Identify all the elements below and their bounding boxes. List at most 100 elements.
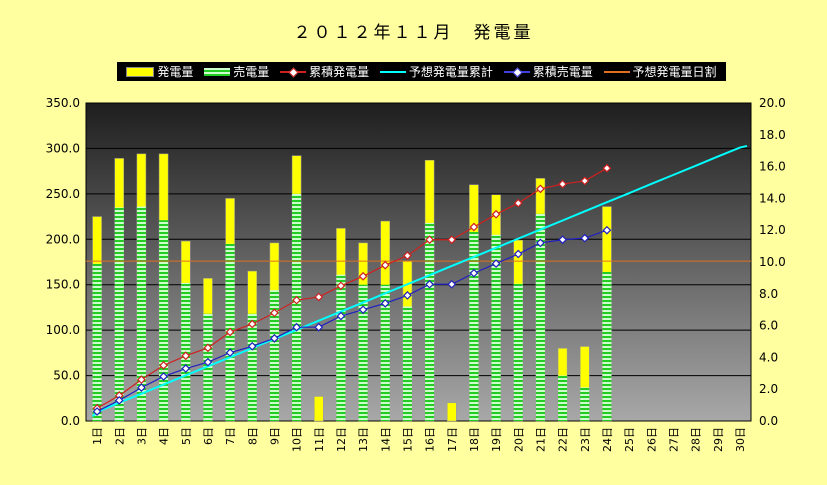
x-tick-label: 24日	[601, 427, 614, 452]
sold-bar	[513, 283, 523, 421]
sold-bar	[402, 306, 412, 421]
sold-bar	[491, 234, 501, 421]
cumulative-generation-marker	[314, 292, 324, 302]
cumulative-generation-marker	[137, 375, 146, 385]
cumulative-generation-marker	[181, 351, 191, 361]
x-tick-label: 29日	[712, 427, 725, 452]
cumulative-sold-marker	[536, 238, 545, 248]
x-tick-label: 20日	[512, 427, 525, 452]
y-right-tick-label: 12.0	[759, 223, 786, 237]
x-tick-label: 30日	[734, 427, 747, 452]
x-tick-label: 21日	[534, 427, 547, 452]
x-tick-label: 22日	[557, 427, 570, 452]
x-tick-label: 2日	[113, 427, 126, 445]
x-tick-label: 6日	[202, 427, 215, 445]
x-tick-label: 8日	[246, 427, 259, 445]
cumulative-generation-marker	[247, 319, 257, 329]
cumulative-generation-marker	[358, 271, 368, 281]
legend-item-generation: 発電量	[126, 63, 193, 80]
cumulative-generation-marker	[114, 391, 124, 400]
sold-bar	[269, 290, 279, 421]
y-left-tick-label: 150.0	[46, 278, 80, 292]
x-tick-label: 26日	[645, 427, 658, 452]
legend-item-cumulative-sold: 累積売電量	[503, 63, 593, 80]
sold-bar	[358, 284, 368, 421]
cumulative-generation-marker	[580, 176, 590, 186]
y-right-tick-label: 20.0	[759, 96, 786, 110]
x-tick-label: 25日	[623, 427, 636, 452]
x-tick-label: 19日	[490, 427, 503, 452]
x-tick-label: 27日	[667, 427, 680, 452]
y-right-tick-label: 16.0	[759, 160, 786, 174]
legend-line-orange	[603, 67, 630, 77]
cumulative-sold-marker	[447, 279, 457, 289]
legend-line-red	[280, 67, 307, 77]
x-tick-label: 14日	[379, 427, 392, 452]
cumulative-sold-line	[96, 229, 608, 412]
legend-swatch-green	[204, 67, 231, 76]
y-left-tick-label: 200.0	[46, 232, 80, 246]
legend-item-sold: 売電量	[204, 63, 269, 80]
sold-bar	[203, 313, 213, 421]
x-tick-label: 5日	[180, 427, 193, 445]
legend-item-forecast-daily: 予想発電量日割	[603, 63, 717, 80]
cumulative-sold-marker	[114, 395, 124, 405]
cumulative-sold-marker	[203, 357, 213, 367]
legend-swatch-yellow	[126, 66, 155, 77]
cumulative-sold-marker	[225, 348, 235, 358]
sold-bar	[336, 274, 346, 421]
cumulative-sold-marker	[469, 268, 479, 278]
cumulative-sold-marker	[380, 298, 390, 308]
x-tick-label: 3日	[135, 427, 148, 445]
cumulative-sold-marker	[403, 291, 412, 300]
cumulative-generation-marker	[491, 209, 501, 219]
plot-area	[85, 102, 752, 422]
cumulative-generation-marker	[469, 222, 479, 232]
legend-label: 累積売電量	[532, 65, 593, 79]
sold-bar	[535, 213, 545, 421]
cumulative-generation-marker	[536, 184, 545, 194]
x-tick-label: 13日	[357, 427, 370, 452]
y-right-tick-label: 6.0	[759, 319, 778, 333]
sold-bar	[247, 313, 257, 421]
sold-bar	[469, 232, 479, 421]
generation-bar	[447, 402, 457, 422]
cumulative-generation-line	[96, 167, 608, 409]
cumulative-sold-marker	[314, 322, 324, 332]
cumulative-sold-marker	[137, 383, 146, 392]
x-tick-label: 1日	[91, 427, 104, 445]
cumulative-generation-marker	[513, 198, 523, 208]
legend: 発電量 売電量 累積発電量 予想発電量累計 累積売電量 予想発電量日割	[117, 62, 726, 81]
cumulative-generation-marker	[602, 163, 612, 173]
cumulative-generation-marker	[380, 260, 390, 270]
cumulative-generation-marker	[403, 251, 412, 261]
cumulative-sold-marker	[292, 322, 301, 332]
legend-line-blue	[503, 67, 530, 77]
x-tick-label: 10日	[291, 427, 304, 452]
legend-label: 予想発電量累計	[408, 65, 493, 79]
cumulative-sold-marker	[247, 341, 257, 351]
y-right-tick-label: 18.0	[759, 128, 786, 142]
sold-bar	[92, 263, 102, 421]
x-tick-label: 23日	[579, 427, 592, 452]
cumulative-generation-marker	[159, 360, 168, 370]
legend-label: 売電量	[233, 65, 270, 79]
sold-bar	[159, 220, 169, 421]
sold-bar	[292, 193, 302, 421]
x-tick-label: 15日	[401, 427, 414, 452]
legend-item-forecast-cumulative: 予想発電量累計	[379, 63, 493, 80]
cumulative-generation-marker	[425, 235, 434, 245]
legend-line-cyan	[379, 67, 406, 77]
y-right-tick-label: 14.0	[759, 191, 786, 205]
sold-bar	[602, 271, 612, 421]
cumulative-generation-marker	[270, 308, 279, 318]
y-left-tick-label: 300.0	[46, 141, 80, 155]
sold-bar	[580, 387, 590, 421]
cumulative-sold-marker	[513, 249, 523, 259]
sold-bar	[136, 206, 146, 421]
y-left-tick-label: 0.0	[61, 414, 80, 428]
sold-bar	[558, 375, 568, 421]
y-left-tick-label: 50.0	[53, 369, 80, 383]
legend-label: 累積発電量	[309, 65, 370, 79]
cumulative-generation-marker	[336, 281, 346, 291]
